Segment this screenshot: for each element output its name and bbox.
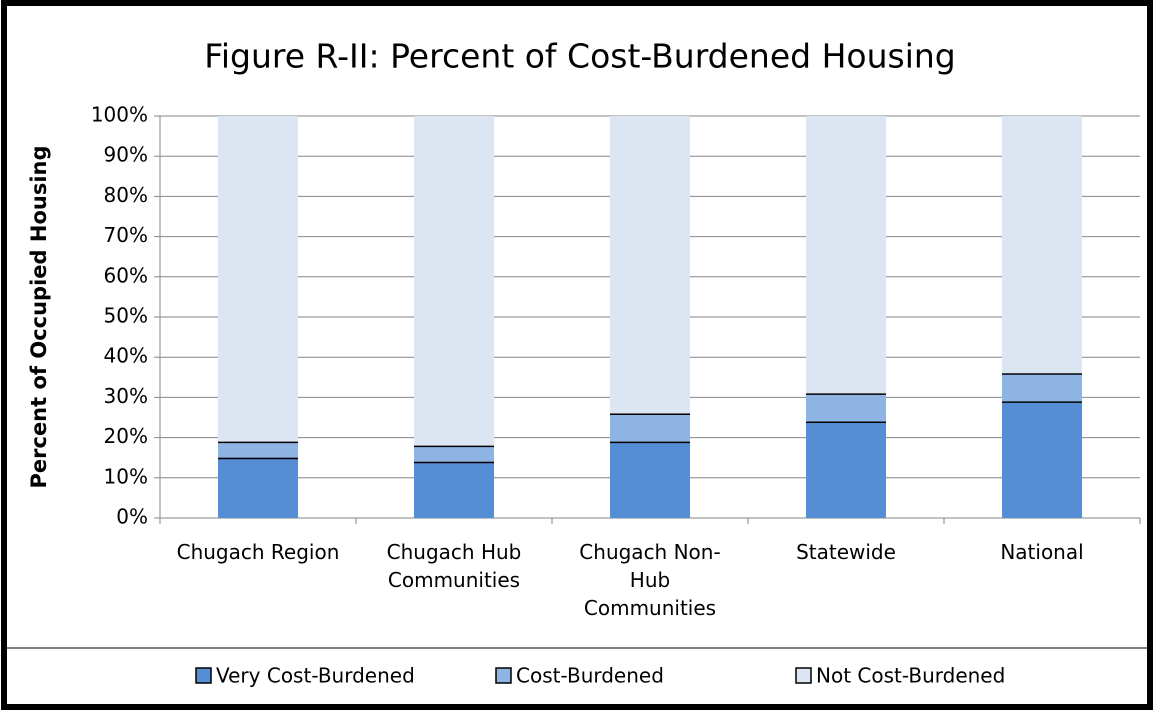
y-tick-label: 100% xyxy=(91,103,148,127)
y-tick-label: 40% xyxy=(104,344,148,368)
legend-label: Cost-Burdened xyxy=(516,664,664,688)
y-tick-label: 30% xyxy=(104,384,148,408)
y-tick-label: 60% xyxy=(104,263,148,287)
bar-segment xyxy=(610,116,690,414)
legend-label: Very Cost-Burdened xyxy=(216,664,415,688)
x-tick-label: National xyxy=(1000,540,1084,564)
y-tick-label: 90% xyxy=(104,143,148,167)
bar-segment xyxy=(1002,373,1082,402)
bar-segment xyxy=(218,457,298,518)
bar-segment xyxy=(806,116,886,394)
chart-title: Figure R-II: Percent of Cost-Burdened Ho… xyxy=(204,37,955,76)
bar-segment xyxy=(414,116,494,446)
legend-swatch xyxy=(495,667,512,684)
y-axis-label: Percent of Occupied Housing xyxy=(27,145,51,488)
y-tick-label: 70% xyxy=(104,223,148,247)
legend-label: Not Cost-Burdened xyxy=(816,664,1005,688)
legend-swatch xyxy=(795,667,812,684)
x-tick-label: Chugach Region xyxy=(176,540,340,564)
bar-segment xyxy=(806,393,886,422)
legend-swatch xyxy=(195,667,212,684)
bar-segment xyxy=(414,445,494,462)
x-tick-label: Chugach Hub Communities xyxy=(386,540,522,592)
bar-segment xyxy=(1002,401,1082,518)
bar-segment xyxy=(610,413,690,442)
y-tick-label: 20% xyxy=(104,424,148,448)
bar-segment xyxy=(1002,116,1082,374)
bar-segment xyxy=(806,421,886,518)
x-tick-label: Statewide xyxy=(796,540,896,564)
bar-segment xyxy=(610,441,690,518)
y-tick-label: 0% xyxy=(116,505,148,529)
y-tick-label: 80% xyxy=(104,183,148,207)
bar-segment xyxy=(218,441,298,458)
bar-segment xyxy=(218,116,298,442)
y-tick-label: 10% xyxy=(104,464,148,488)
bar-segment xyxy=(414,461,494,518)
x-tick-label: Chugach Non-Hub Communities xyxy=(579,540,721,620)
y-tick-label: 50% xyxy=(104,304,148,328)
